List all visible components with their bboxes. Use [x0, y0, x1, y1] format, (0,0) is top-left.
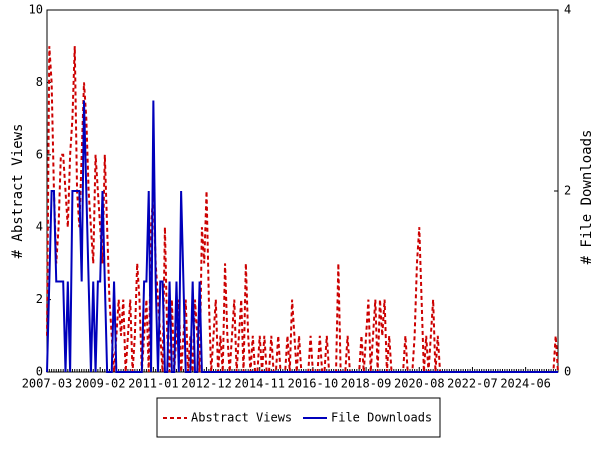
x-tick-label: 2020-08 [394, 377, 445, 391]
x-tick-label: 2016-10 [288, 377, 339, 391]
x-tick-label: 2022-07 [447, 377, 498, 391]
x-tick-label: 2014-11 [234, 377, 285, 391]
y2-tick-label: 4 [564, 3, 571, 17]
x-tick-label: 2007-03 [22, 377, 73, 391]
x-tick-label: 2011-01 [128, 377, 179, 391]
y2-tick-label: 0 [564, 365, 571, 379]
series-line [46, 46, 559, 373]
legend-label: File Downloads [331, 411, 432, 425]
y-tick-label: 10 [29, 3, 43, 17]
x-tick-label: 2024-06 [500, 377, 551, 391]
x-tick-label: 2018-09 [341, 377, 392, 391]
x-tick-label: 2009-02 [75, 377, 126, 391]
y-tick-label: 2 [36, 292, 43, 306]
y-tick-label: 0 [36, 365, 43, 379]
legend-label: Abstract Views [191, 411, 292, 425]
y2-tick-label: 2 [564, 184, 571, 198]
y-axis-title: # Abstract Views [10, 124, 26, 259]
plot-frame [46, 9, 559, 373]
series-line [46, 100, 558, 373]
y2-axis-title: # File Downloads [579, 130, 595, 265]
y-tick-label: 6 [36, 147, 43, 161]
legend-box [156, 397, 441, 438]
x-tick-label: 2012-12 [181, 377, 232, 391]
y-tick-label: 4 [36, 220, 43, 234]
y-tick-label: 8 [36, 75, 43, 89]
